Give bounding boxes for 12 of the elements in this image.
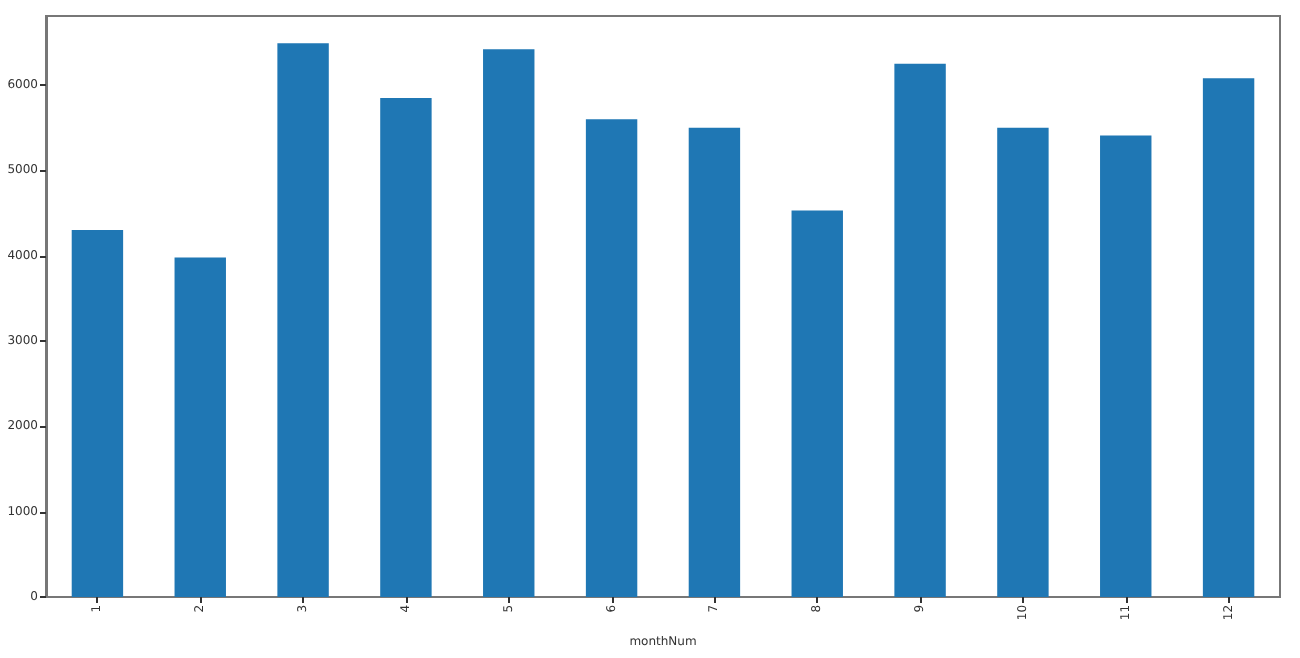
bar: [277, 43, 329, 597]
bar: [1100, 135, 1152, 597]
bar: [483, 49, 535, 597]
bar: [894, 63, 946, 597]
bar: [997, 127, 1049, 597]
bar: [791, 210, 843, 597]
bar: [174, 257, 226, 597]
bar: [688, 127, 741, 597]
bar: [1202, 78, 1255, 597]
bar: [380, 97, 432, 597]
bar: [585, 119, 638, 597]
bar: [71, 230, 124, 597]
